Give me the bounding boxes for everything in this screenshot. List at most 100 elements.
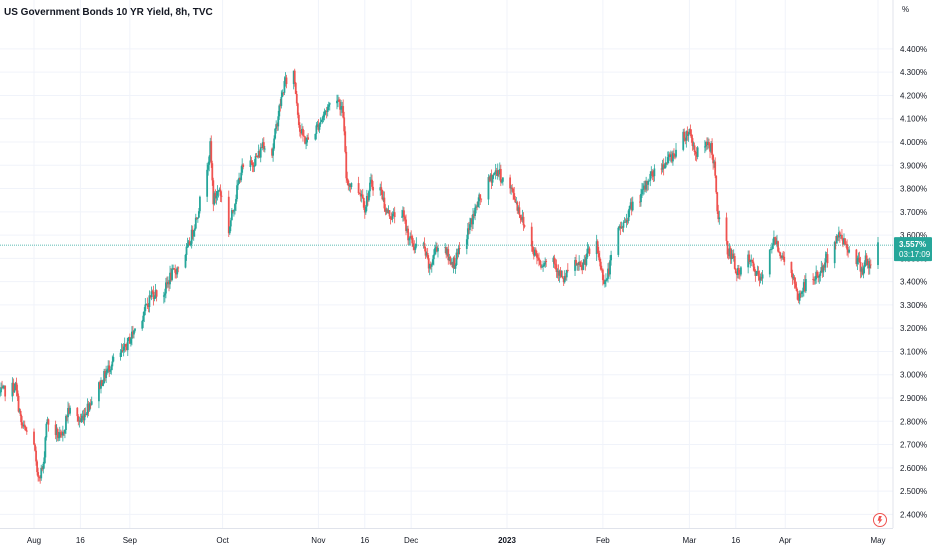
candle-body (585, 257, 588, 265)
candle-body (106, 369, 109, 373)
candle-body (253, 165, 256, 167)
candle-body (79, 420, 82, 422)
candle-body (110, 366, 113, 371)
candle-body (453, 257, 456, 269)
candle-body (271, 148, 273, 156)
candle-body (776, 241, 778, 245)
candle-body (862, 267, 865, 275)
candle-body (37, 472, 40, 477)
time-axis[interactable]: Aug 16 Sep Oct Nov 16 Dec 2023 Feb Mar 16 Apr May (27, 536, 886, 545)
candle-body (588, 248, 591, 255)
candle-body (520, 218, 523, 220)
candle-body (646, 181, 649, 185)
candle-body (472, 214, 474, 225)
candle-body (771, 244, 774, 249)
candle-body (211, 163, 214, 181)
candle-body (734, 268, 737, 274)
candle-body (132, 331, 134, 335)
candle-body (401, 216, 403, 218)
candle-body (190, 229, 193, 244)
candle-body (233, 210, 235, 212)
candle-body (465, 239, 468, 249)
candle-body (818, 275, 821, 278)
candle-body (605, 279, 607, 282)
candle-body (258, 150, 261, 158)
candle-body (213, 193, 216, 205)
candle-body (834, 241, 837, 244)
candle-body (154, 290, 157, 298)
candle-body (129, 338, 132, 344)
candle-body (622, 222, 625, 228)
candle-body (750, 260, 753, 261)
candle-body (369, 182, 371, 192)
candle-body (69, 407, 71, 414)
candle-body (107, 365, 110, 370)
candle-body (18, 410, 21, 412)
candle-body (41, 467, 44, 470)
tradingview-logo-icon[interactable] (873, 513, 887, 527)
candle-body (561, 276, 564, 279)
candle-body (359, 193, 362, 197)
candle-body (848, 249, 851, 253)
candle-body (42, 463, 45, 470)
candle-body (718, 217, 721, 220)
candle-body (751, 260, 754, 262)
candle-body (793, 277, 796, 284)
candle-body (385, 209, 388, 212)
candle-body (798, 293, 801, 301)
candle-body (619, 226, 622, 229)
candle-body (867, 261, 870, 269)
candle-body (340, 106, 343, 110)
candle-body (497, 170, 500, 175)
candle-body (518, 207, 521, 215)
candle-body (192, 230, 195, 237)
candle-body (861, 268, 864, 275)
candle-body (391, 213, 394, 219)
candle-body (865, 255, 868, 266)
candle-body (496, 170, 499, 176)
time-tick-label: Feb (596, 536, 610, 545)
candle-body (838, 232, 841, 237)
candle-body (98, 382, 100, 402)
candle-body (760, 277, 763, 279)
candle-body (185, 246, 188, 255)
candle-body (22, 424, 25, 427)
candle-body (214, 193, 217, 199)
candle-body (277, 116, 280, 127)
candle-body (653, 168, 656, 177)
candle-body (193, 228, 196, 231)
price-tick-label: 4.300% (900, 68, 927, 77)
candle-body (392, 212, 395, 214)
candle-body (0, 392, 1, 394)
candle-body (144, 304, 147, 312)
candle-body (380, 187, 383, 191)
price-axis[interactable]: 2.400% 2.500% 2.600% 2.700% 2.800% 2.900% 3.00… (900, 45, 927, 519)
candle-body (673, 153, 675, 155)
candle-body (199, 196, 201, 212)
candle-body (586, 248, 589, 258)
candle-body (769, 249, 772, 250)
candle-body (145, 304, 148, 305)
candle-body (533, 249, 536, 256)
price-tick-label: 2.500% (900, 487, 927, 496)
candle-body (207, 164, 210, 170)
candle-body (695, 154, 698, 157)
candle-body (845, 243, 847, 245)
candle-body (155, 290, 158, 297)
candle-body (409, 236, 412, 239)
candle-body (847, 249, 850, 253)
candle-body (668, 154, 671, 157)
candle-body (82, 415, 85, 421)
candle-body (406, 228, 408, 231)
candle-body (469, 224, 471, 231)
candle-body (795, 287, 798, 291)
candle-body (384, 208, 387, 212)
candle-body (236, 185, 238, 200)
candle-body (725, 217, 728, 242)
candle-body (601, 269, 604, 281)
candle-body (174, 269, 177, 273)
candle-body (471, 218, 473, 225)
candle-body (23, 424, 26, 428)
candle-body (184, 254, 187, 268)
